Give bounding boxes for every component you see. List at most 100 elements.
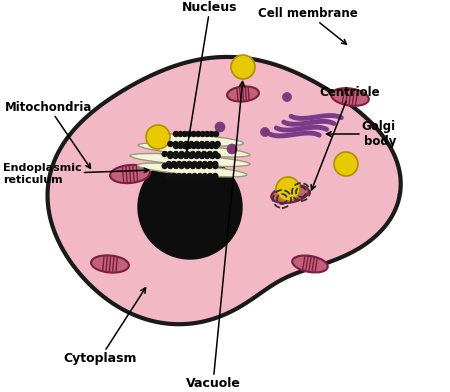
Circle shape <box>182 143 187 149</box>
Circle shape <box>184 142 189 147</box>
Circle shape <box>205 143 210 149</box>
Ellipse shape <box>137 163 247 177</box>
Circle shape <box>179 163 184 169</box>
Circle shape <box>200 143 205 149</box>
Circle shape <box>200 131 205 136</box>
Circle shape <box>261 127 270 136</box>
Circle shape <box>194 154 199 158</box>
Circle shape <box>184 151 190 156</box>
Circle shape <box>197 174 202 178</box>
Circle shape <box>215 154 220 158</box>
Circle shape <box>202 162 207 167</box>
Circle shape <box>166 162 171 167</box>
Circle shape <box>205 131 210 136</box>
Circle shape <box>184 154 189 158</box>
Circle shape <box>213 163 218 169</box>
Text: Cell membrane: Cell membrane <box>258 7 358 44</box>
Text: Cytoplasm: Cytoplasm <box>63 288 145 365</box>
Circle shape <box>173 142 178 147</box>
Circle shape <box>196 163 201 169</box>
Circle shape <box>334 152 358 176</box>
Circle shape <box>207 151 212 156</box>
Circle shape <box>191 143 196 149</box>
Text: Nucleus: Nucleus <box>182 1 238 151</box>
Circle shape <box>207 162 212 167</box>
Circle shape <box>215 122 225 132</box>
Circle shape <box>192 174 197 178</box>
Circle shape <box>168 163 173 169</box>
Circle shape <box>214 131 219 136</box>
Circle shape <box>227 144 237 154</box>
Circle shape <box>190 163 195 169</box>
Circle shape <box>187 174 192 178</box>
Ellipse shape <box>148 134 243 146</box>
Circle shape <box>178 131 183 136</box>
Circle shape <box>168 151 173 156</box>
Circle shape <box>189 142 194 147</box>
Ellipse shape <box>292 256 328 272</box>
Circle shape <box>214 143 219 149</box>
Text: Vacuole: Vacuole <box>185 82 244 390</box>
Circle shape <box>205 154 210 158</box>
Circle shape <box>210 142 215 147</box>
Text: Centriole: Centriole <box>311 85 380 190</box>
Circle shape <box>196 151 201 156</box>
Circle shape <box>215 142 220 147</box>
Circle shape <box>213 162 218 167</box>
Circle shape <box>162 163 167 169</box>
Circle shape <box>171 162 176 167</box>
Circle shape <box>173 163 178 169</box>
Ellipse shape <box>130 154 250 167</box>
Circle shape <box>162 151 167 156</box>
Circle shape <box>182 162 187 167</box>
Text: Golgi
body: Golgi body <box>327 120 396 148</box>
Circle shape <box>179 151 184 156</box>
Circle shape <box>196 131 201 136</box>
Polygon shape <box>48 57 400 324</box>
Circle shape <box>197 162 202 167</box>
Circle shape <box>182 174 187 178</box>
Circle shape <box>187 162 192 167</box>
Circle shape <box>173 131 179 136</box>
Circle shape <box>199 154 204 158</box>
Text: Mitochondria: Mitochondria <box>5 100 92 168</box>
Circle shape <box>202 163 207 169</box>
Text: Endoplasmic
reticulum: Endoplasmic reticulum <box>3 163 148 185</box>
Circle shape <box>231 55 255 79</box>
Circle shape <box>205 142 210 147</box>
Circle shape <box>210 154 215 158</box>
Ellipse shape <box>227 86 259 102</box>
Circle shape <box>178 142 183 147</box>
Circle shape <box>192 162 197 167</box>
Circle shape <box>189 154 194 158</box>
Circle shape <box>178 154 183 158</box>
Ellipse shape <box>91 255 129 272</box>
Circle shape <box>173 151 178 156</box>
Circle shape <box>168 154 173 158</box>
Circle shape <box>213 151 218 156</box>
Circle shape <box>187 143 192 149</box>
Circle shape <box>283 93 292 102</box>
Circle shape <box>213 174 218 178</box>
Circle shape <box>207 174 212 178</box>
Circle shape <box>171 174 176 178</box>
Ellipse shape <box>271 185 309 203</box>
Circle shape <box>184 163 190 169</box>
Circle shape <box>173 143 179 149</box>
Circle shape <box>202 151 207 156</box>
Circle shape <box>146 125 170 149</box>
Ellipse shape <box>138 143 250 157</box>
Circle shape <box>176 162 182 167</box>
Circle shape <box>209 143 214 149</box>
Circle shape <box>176 174 182 178</box>
Circle shape <box>209 131 214 136</box>
Circle shape <box>166 174 171 178</box>
Circle shape <box>182 131 187 136</box>
Circle shape <box>187 131 192 136</box>
Circle shape <box>194 142 199 147</box>
Circle shape <box>173 154 178 158</box>
Ellipse shape <box>110 165 150 183</box>
Ellipse shape <box>331 88 369 106</box>
Circle shape <box>196 143 201 149</box>
Circle shape <box>276 177 300 201</box>
